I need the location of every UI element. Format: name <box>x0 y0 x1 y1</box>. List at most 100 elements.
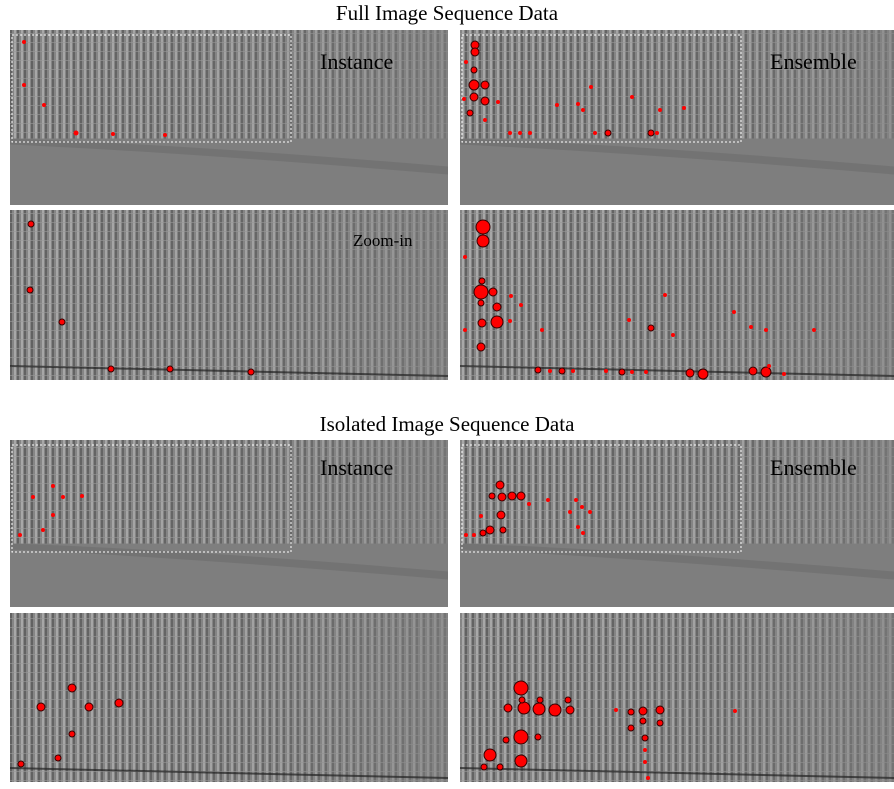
detection-dot <box>472 533 476 537</box>
detection-dot <box>163 133 167 137</box>
detection-dot <box>166 365 174 373</box>
detection-dot <box>576 102 580 106</box>
striation-fade <box>10 440 448 544</box>
image-panel <box>460 440 894 607</box>
detection-dot <box>517 701 531 715</box>
detection-dot <box>107 365 115 373</box>
detection-dot <box>638 706 648 716</box>
detection-dot <box>80 494 84 498</box>
detections <box>17 40 816 780</box>
detection-dot <box>41 528 45 532</box>
detection-dot <box>589 85 593 89</box>
detection-dot <box>682 106 686 110</box>
detection-dot <box>480 80 490 90</box>
section-title: Isolated Image Sequence Data <box>320 412 575 436</box>
image-panel <box>9 613 449 782</box>
detection-dot <box>532 702 546 716</box>
image-panel <box>10 30 448 205</box>
striation-fade <box>460 440 894 544</box>
detection-dot <box>593 131 597 135</box>
detection-dot <box>733 709 737 713</box>
detection-dot <box>508 319 512 323</box>
detection-dot <box>764 328 768 332</box>
zoom-box <box>11 444 292 553</box>
detection-dot <box>17 760 25 768</box>
detection-dot <box>54 754 62 762</box>
detection-dot <box>581 108 585 112</box>
detection-dot <box>464 60 468 64</box>
detection-dot <box>473 284 489 300</box>
detection-dot <box>630 370 634 374</box>
detection-dot <box>68 730 76 738</box>
detection-dot <box>782 372 786 376</box>
detection-dot <box>588 510 592 514</box>
detection-dot <box>685 368 695 378</box>
detection-dot <box>536 696 544 704</box>
shadow <box>460 543 894 580</box>
detection-dot <box>564 696 572 704</box>
detection-dot <box>477 299 485 307</box>
zoom-box <box>461 34 742 143</box>
detection-dot <box>614 708 618 712</box>
striation-fade <box>460 210 894 380</box>
detection-dot <box>644 370 648 374</box>
detection-dot <box>483 118 487 122</box>
image-panel <box>459 613 894 782</box>
striation-fade <box>10 210 448 380</box>
detection-dot <box>647 129 655 137</box>
detection-dot <box>476 234 490 248</box>
detection-dot <box>604 369 608 373</box>
panel-label: Instance <box>320 455 393 480</box>
detection-dot <box>534 733 542 741</box>
detection-dot <box>658 108 662 112</box>
detection-dot <box>22 40 26 44</box>
detection-dot <box>111 132 115 136</box>
detection-dot <box>576 525 580 529</box>
detection-dot <box>812 328 816 332</box>
detection-dot <box>42 103 46 107</box>
detection-dot <box>656 719 664 727</box>
detection-dot <box>647 324 655 332</box>
detection-dot <box>571 369 575 373</box>
detection-dot <box>495 480 505 490</box>
detection-dot <box>627 708 635 716</box>
detection-dot <box>639 717 647 725</box>
detection-dot <box>67 683 77 693</box>
detection-dot <box>643 748 647 752</box>
detection-dot <box>646 776 650 780</box>
detection-dot <box>22 83 26 87</box>
detection-dot <box>463 255 467 259</box>
panel-label: Ensemble <box>770 455 857 480</box>
detection-dot <box>627 724 635 732</box>
detection-dot <box>767 364 771 368</box>
wall-line <box>459 365 894 377</box>
shadow <box>10 543 448 580</box>
zoom-box <box>11 34 292 143</box>
detection-dot <box>479 529 487 537</box>
detection-dot <box>480 763 488 771</box>
detection-dot <box>114 698 124 708</box>
detection-dot <box>480 96 490 106</box>
detection-dot <box>546 498 550 502</box>
detection-dot <box>469 92 479 102</box>
image-panel <box>460 30 894 205</box>
striation-fade <box>460 30 894 139</box>
wall-line <box>9 365 449 377</box>
detection-dot <box>496 510 506 520</box>
detection-dot <box>749 325 753 329</box>
shadow <box>460 138 894 175</box>
detection-dot <box>31 495 35 499</box>
detection-dot <box>671 333 675 337</box>
detection-dot <box>641 734 649 742</box>
detection-dot <box>483 748 497 762</box>
detection-dot <box>568 510 572 514</box>
detection-dot <box>630 95 634 99</box>
detection-dot <box>663 293 667 297</box>
panel-label: Zoom-in <box>353 231 413 250</box>
image-panel <box>10 440 448 607</box>
detection-dot <box>58 318 66 326</box>
detection-dot <box>574 498 578 502</box>
detection-dot <box>84 702 94 712</box>
wall-line <box>9 767 449 779</box>
